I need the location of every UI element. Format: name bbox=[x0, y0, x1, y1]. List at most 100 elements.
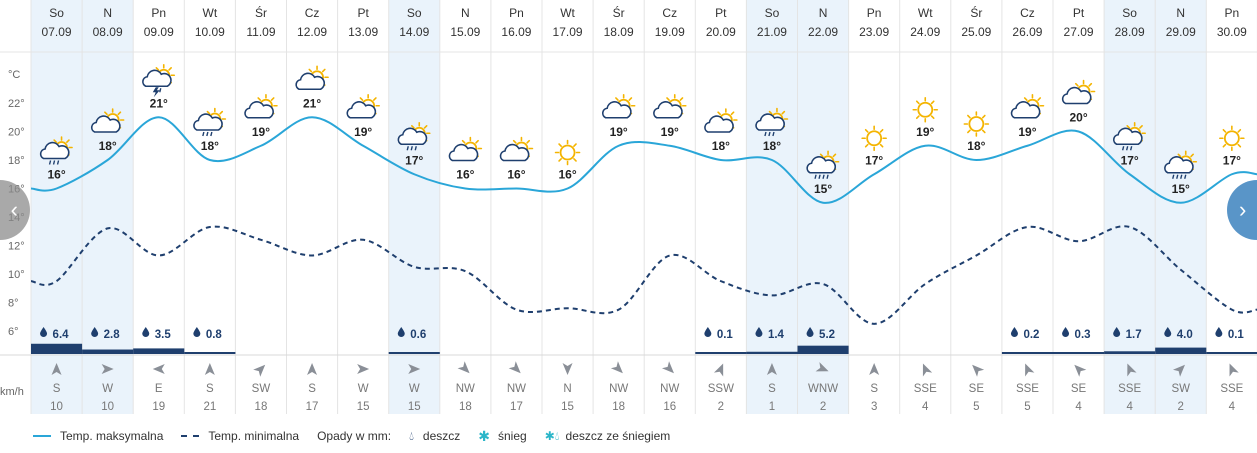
legend-precip-label: Opady w mm: bbox=[317, 429, 392, 443]
max-temp-label: 19° bbox=[252, 125, 270, 139]
max-temp-label: 16° bbox=[507, 168, 525, 182]
wind-direction-label: W bbox=[358, 383, 369, 395]
wind-direction-label: S bbox=[308, 383, 316, 395]
day-of-week-label: So bbox=[49, 6, 64, 20]
wind-unit-label: km/h bbox=[0, 386, 24, 398]
raindrop-icon bbox=[704, 327, 712, 338]
precip-amount-label: 4.0 bbox=[1177, 329, 1193, 341]
wind-speed-label: 21 bbox=[203, 401, 216, 413]
date-label: 11.09 bbox=[246, 25, 275, 39]
precip-bar bbox=[797, 345, 849, 354]
precip-amount-label: 0.1 bbox=[1228, 329, 1245, 341]
day-of-week-label: Śr bbox=[255, 5, 267, 20]
date-label: 15.09 bbox=[450, 25, 480, 39]
sun-cloud-icon bbox=[244, 93, 278, 119]
wind-arrow-icon bbox=[101, 364, 114, 374]
precip-amount-label: 0.6 bbox=[410, 329, 426, 341]
date-label: 24.09 bbox=[910, 25, 940, 39]
max-temp-label: 19° bbox=[354, 125, 372, 139]
precip-bar bbox=[1206, 352, 1257, 354]
day-of-week-label: So bbox=[407, 6, 422, 20]
sun-cloud-icon bbox=[1061, 79, 1096, 105]
date-label: 22.09 bbox=[808, 25, 838, 39]
date-label: 28.09 bbox=[1115, 25, 1145, 39]
day-of-week-label: Wt bbox=[560, 6, 575, 20]
legend-rain: 💧︎ deszcz bbox=[409, 429, 460, 444]
wind-arrow-icon bbox=[307, 363, 318, 375]
precip-amount-label: 0.2 bbox=[1023, 329, 1039, 341]
wind-arrow-icon bbox=[1229, 363, 1239, 377]
sun-icon bbox=[861, 125, 887, 152]
precip-amount-label: 0.3 bbox=[1075, 329, 1091, 341]
wind-speed-label: 15 bbox=[408, 401, 421, 413]
raindrop-icon bbox=[1164, 327, 1172, 338]
wind-speed-label: 5 bbox=[1024, 401, 1030, 413]
wind-speed-label: 19 bbox=[152, 401, 165, 413]
wind-speed-label: 2 bbox=[1178, 401, 1184, 413]
date-label: 27.09 bbox=[1064, 25, 1094, 39]
legend-mixed-label: deszcz ze śniegiem bbox=[565, 429, 671, 443]
sun-icon bbox=[963, 111, 990, 137]
max-temp-label: 20° bbox=[1069, 111, 1087, 125]
legend-max-label: Temp. maksymalna bbox=[60, 429, 164, 443]
legend-max-temp: Temp. maksymalna bbox=[0, 429, 163, 443]
weekend-column bbox=[388, 0, 440, 414]
weekend-column bbox=[797, 0, 849, 414]
wind-speed-label: 5 bbox=[973, 401, 979, 413]
date-label: 09.09 bbox=[144, 25, 174, 39]
max-temp-label: 17° bbox=[865, 153, 883, 167]
day-of-week-label: Wt bbox=[203, 6, 218, 20]
wind-direction-label: SSE bbox=[1220, 383, 1243, 395]
legend-min-label: Temp. minimalna bbox=[208, 429, 300, 443]
precip-bar bbox=[746, 351, 798, 354]
sun-cloud-icon bbox=[448, 136, 483, 162]
raindrop-icon bbox=[142, 327, 150, 338]
max-temp-label: 18° bbox=[99, 139, 117, 153]
wind-speed-label: 10 bbox=[50, 401, 63, 413]
wind-direction-label: W bbox=[102, 383, 113, 395]
wind-direction-label: SSW bbox=[708, 383, 734, 395]
date-label: 30.09 bbox=[1217, 25, 1247, 39]
precip-bar bbox=[388, 352, 440, 354]
wind-arrow-icon bbox=[357, 364, 370, 374]
y-tick-label: 6° bbox=[8, 326, 19, 338]
legend-mixed: ✱💧︎ deszcz ze śniegiem bbox=[545, 429, 671, 444]
day-of-week-label: Pn bbox=[867, 6, 882, 20]
chevron-right-icon: › bbox=[1239, 197, 1247, 222]
solid-line-icon bbox=[33, 435, 51, 437]
precip-bar bbox=[1001, 352, 1053, 354]
day-of-week-label: N bbox=[819, 6, 828, 20]
date-label: 23.09 bbox=[859, 25, 889, 39]
wind-direction-label: SSE bbox=[914, 383, 937, 395]
wind-arrow-icon bbox=[1074, 364, 1087, 377]
raindrop-icon bbox=[755, 327, 763, 338]
max-temp-label: 21° bbox=[303, 96, 321, 110]
rain-icon bbox=[1164, 150, 1198, 179]
max-temp-label: 19° bbox=[1018, 125, 1036, 139]
y-tick-label: 20° bbox=[8, 127, 25, 139]
wind-arrow-icon bbox=[51, 363, 62, 375]
date-label: 08.09 bbox=[93, 25, 123, 39]
wind-direction-label: WNW bbox=[808, 383, 838, 395]
day-of-week-label: Śr bbox=[613, 5, 625, 20]
sun-cloud-icon bbox=[499, 136, 534, 162]
date-label: 29.09 bbox=[1166, 25, 1196, 39]
day-of-week-label: N bbox=[461, 6, 470, 20]
wind-direction-label: NW bbox=[456, 383, 475, 395]
y-tick-label: 12° bbox=[8, 241, 25, 253]
max-temp-line bbox=[30, 116, 1257, 204]
wind-arrow-icon bbox=[457, 361, 470, 374]
max-temp-label: 19° bbox=[916, 125, 934, 139]
wind-speed-label: 4 bbox=[1229, 401, 1236, 413]
raindrop-icon bbox=[1010, 327, 1018, 338]
weekend-column bbox=[1104, 0, 1156, 414]
precip-amount-label: 2.8 bbox=[104, 329, 121, 341]
day-of-week-label: Pn bbox=[1225, 6, 1240, 20]
wind-speed-label: 17 bbox=[510, 401, 523, 413]
sun-cloud-icon bbox=[346, 93, 380, 119]
wind-direction-label: S bbox=[53, 383, 61, 395]
day-of-week-label: N bbox=[1176, 6, 1185, 20]
wind-arrow-icon bbox=[869, 363, 880, 375]
precip-bar bbox=[1104, 351, 1156, 354]
wind-direction-label: SE bbox=[1071, 383, 1087, 395]
